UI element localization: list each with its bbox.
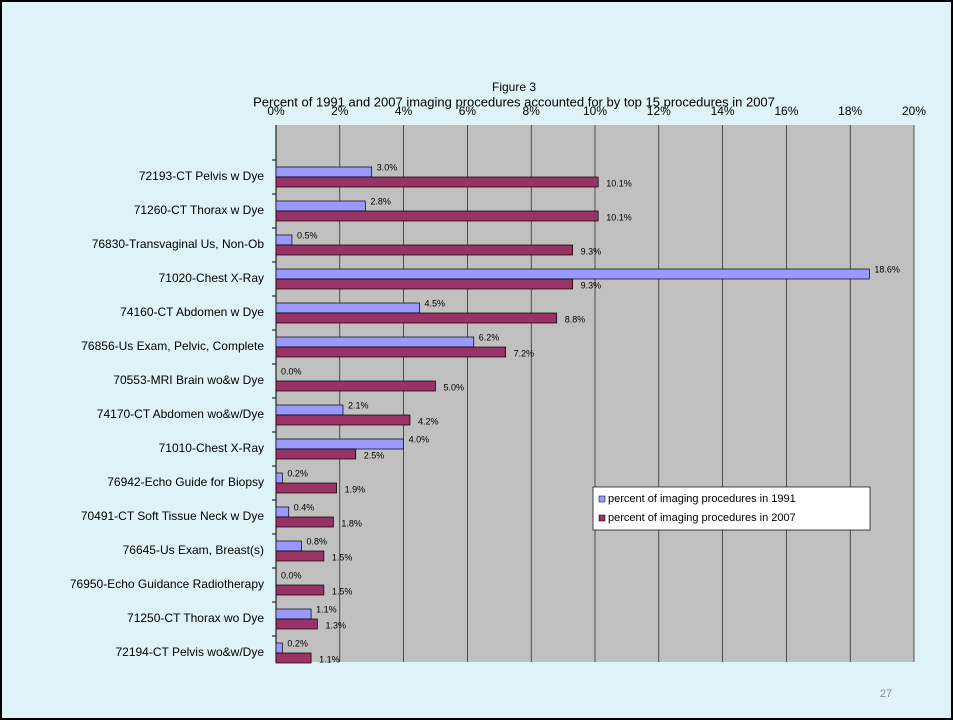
- bar: [275, 516, 334, 528]
- y-tick-label: 71020-Chest X-Ray: [159, 271, 264, 285]
- x-tick-label: 20%: [902, 104, 926, 118]
- bar: [275, 414, 411, 426]
- value-label: 1.1%: [319, 654, 340, 664]
- x-tick-label: 18%: [838, 104, 862, 118]
- bar: [275, 652, 312, 664]
- bar: [275, 234, 293, 246]
- value-label: 4.5%: [425, 298, 446, 308]
- x-tick-label: 14%: [711, 104, 735, 118]
- x-tick-label: 4%: [395, 104, 413, 118]
- x-tick-label: 12%: [647, 104, 671, 118]
- x-tick-label: 0%: [267, 104, 285, 118]
- legend-swatch: [598, 514, 606, 522]
- bar: [275, 244, 574, 256]
- value-label: 1.5%: [332, 552, 353, 562]
- value-label: 0.0%: [281, 570, 302, 580]
- value-label: 2.8%: [370, 196, 391, 206]
- chart-title: Figure 3: [492, 80, 536, 94]
- value-label: 0.2%: [287, 468, 308, 478]
- value-label: 4.2%: [418, 416, 439, 426]
- bar: [275, 404, 344, 416]
- bar: [275, 482, 337, 494]
- bar: [275, 346, 507, 358]
- bar: [275, 176, 599, 188]
- y-tick-label: 74160-CT Abdomen w Dye: [120, 305, 264, 319]
- value-label: 3.0%: [377, 162, 398, 172]
- bar: [275, 166, 373, 178]
- value-label: 0.5%: [297, 230, 318, 240]
- value-label: 1.1%: [316, 604, 337, 614]
- y-tick-label: 71260-CT Thorax w Dye: [134, 203, 265, 217]
- value-label: 1.9%: [345, 484, 366, 494]
- value-label: 5.0%: [444, 382, 465, 392]
- bar: [275, 608, 312, 620]
- bar: [275, 472, 283, 484]
- value-label: 1.3%: [325, 620, 346, 630]
- y-tick-label: 71250-CT Thorax wo Dye: [127, 611, 264, 625]
- y-tick-label: 71010-Chest X-Ray: [159, 441, 264, 455]
- value-label: 10.1%: [606, 178, 632, 188]
- bar: [275, 210, 599, 222]
- value-label: 6.2%: [479, 332, 500, 342]
- value-label: 1.5%: [332, 586, 353, 596]
- y-tick-label: 76856-Us Exam, Pelvic, Complete: [81, 339, 264, 353]
- legend-label: percent of imaging procedures in 1991: [608, 493, 796, 505]
- value-label: 0.2%: [287, 638, 308, 648]
- bar: [275, 302, 420, 314]
- x-tick-label: 8%: [523, 104, 541, 118]
- legend-box: [592, 486, 871, 531]
- legend-label: percent of imaging procedures in 2007: [608, 512, 796, 524]
- bar: [275, 268, 870, 280]
- value-label: 9.3%: [581, 246, 602, 256]
- bar: [275, 448, 357, 460]
- bar: [275, 506, 290, 518]
- y-tick-label: 74170-CT Abdomen wo&w/Dye: [97, 407, 265, 421]
- value-label: 0.0%: [281, 366, 302, 376]
- x-tick-label: 10%: [583, 104, 607, 118]
- bar: [275, 200, 366, 212]
- bar: [275, 312, 558, 324]
- bar: [275, 550, 325, 562]
- y-tick-label: 70553-MRI Brain wo&w Dye: [113, 373, 264, 387]
- bar: [275, 584, 325, 596]
- y-tick-label: 72193-CT Pelvis w Dye: [139, 169, 264, 183]
- y-tick-label: 76942-Echo Guide for Biopsy: [107, 475, 264, 489]
- value-label: 7.2%: [514, 348, 535, 358]
- value-label: 10.1%: [606, 212, 632, 222]
- y-tick-label: 76950-Echo Guidance Radiotherapy: [70, 577, 264, 591]
- x-tick-label: 6%: [459, 104, 477, 118]
- value-label: 0.4%: [294, 502, 315, 512]
- value-label: 4.0%: [409, 434, 430, 444]
- bar: [275, 438, 404, 450]
- bar: [275, 380, 436, 392]
- y-tick-label: 72194-CT Pelvis wo&w/Dye: [115, 645, 264, 659]
- y-tick-label: 76830-Transvaginal Us, Non-Ob: [92, 237, 265, 251]
- y-tick-label: 76645-Us Exam, Breast(s): [123, 543, 264, 557]
- value-label: 1.8%: [341, 518, 362, 528]
- chart-subtitle: Percent of 1991 and 2007 imaging procedu…: [253, 94, 775, 109]
- value-label: 0.8%: [307, 536, 328, 546]
- value-label: 8.8%: [565, 314, 586, 324]
- bar: [275, 618, 318, 630]
- legend-swatch: [598, 495, 606, 503]
- bar: [275, 642, 283, 654]
- y-tick-label: 70491-CT Soft Tissue Neck w Dye: [81, 509, 265, 523]
- value-label: 9.3%: [581, 280, 602, 290]
- value-label: 2.5%: [364, 450, 385, 460]
- bar: [275, 540, 302, 552]
- bar: [275, 278, 574, 290]
- bar: [275, 336, 475, 348]
- page-number: 27: [880, 688, 892, 700]
- value-label: 2.1%: [348, 400, 369, 410]
- x-tick-label: 2%: [331, 104, 349, 118]
- x-tick-label: 16%: [774, 104, 798, 118]
- value-label: 18.6%: [874, 264, 900, 274]
